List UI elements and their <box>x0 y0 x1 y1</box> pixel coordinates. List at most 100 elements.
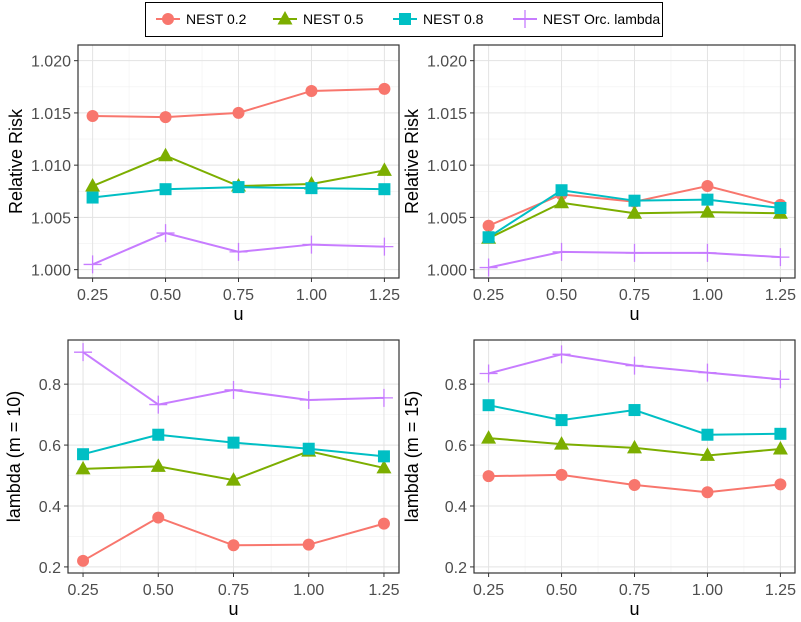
data-point <box>701 486 714 499</box>
series-1 <box>77 511 390 567</box>
data-point <box>152 511 165 524</box>
data-point <box>481 430 497 444</box>
y-tick-label: 0.8 <box>445 377 467 394</box>
data-point <box>774 478 787 491</box>
data-point <box>232 106 245 119</box>
data-point <box>479 364 498 383</box>
y-tick-label: 0.4 <box>39 499 61 516</box>
series-4 <box>74 343 393 414</box>
data-point <box>302 442 315 455</box>
data-point <box>74 343 93 362</box>
legend-label: NEST 0.2 <box>186 11 247 27</box>
data-point <box>375 237 394 256</box>
x-axis-label: u <box>629 304 639 324</box>
chart-panel-1: 0.25 0.50 0.75 1.00 1.25 1.000 1.005 1.010 1.015… <box>6 44 400 324</box>
x-axis-label: u <box>233 304 243 324</box>
x-tick-label: 0.25 <box>473 287 504 304</box>
data-point <box>86 191 99 204</box>
y-tick-label: 1.005 <box>427 210 467 227</box>
x-tick-label: 0.25 <box>67 582 98 599</box>
data-point <box>376 162 392 176</box>
data-point <box>699 204 715 218</box>
legend-key-marker <box>277 11 293 25</box>
data-point <box>83 255 102 274</box>
data-point <box>86 110 99 123</box>
data-point <box>698 363 717 382</box>
y-axis-label: lambda (m = 15) <box>402 391 422 523</box>
data-point <box>552 345 571 364</box>
y-tick-label: 0.8 <box>39 377 61 394</box>
data-point <box>302 538 315 551</box>
x-tick-label: 1.25 <box>368 582 399 599</box>
y-tick-label: 1.020 <box>427 54 467 71</box>
y-tick-label: 1.010 <box>31 158 71 175</box>
legend-items: NEST 0.2 NEST 0.5 NEST 0.8 NEST Orc. lambda <box>156 10 660 28</box>
series-1 <box>482 468 787 499</box>
data-point <box>305 84 318 97</box>
x-tick-label: 1.00 <box>296 287 327 304</box>
y-tick-label: 1.000 <box>427 263 467 280</box>
y-tick-label: 0.6 <box>445 438 467 455</box>
y-tick-label: 1.000 <box>31 263 71 280</box>
data-point <box>85 178 101 192</box>
data-point <box>482 470 495 483</box>
x-tick-label: 1.00 <box>692 287 723 304</box>
x-tick-label: 1.25 <box>765 287 796 304</box>
series-3 <box>77 428 390 463</box>
data-point <box>227 539 240 552</box>
data-point <box>701 193 714 206</box>
y-axis-label: Relative Risk <box>6 108 26 214</box>
x-tick-label: 0.75 <box>619 287 650 304</box>
legend-key-marker <box>516 10 534 28</box>
data-point <box>232 181 245 194</box>
x-tick-label: 0.25 <box>77 287 108 304</box>
data-point <box>625 243 644 262</box>
y-tick-label: 0.2 <box>445 560 467 577</box>
x-tick-label: 0.25 <box>473 582 504 599</box>
data-point <box>628 404 641 417</box>
x-tick-label: 1.00 <box>293 582 324 599</box>
data-point <box>226 472 241 486</box>
data-point <box>698 243 717 262</box>
x-tick-label: 1.00 <box>692 582 723 599</box>
data-point <box>378 183 391 196</box>
data-point <box>150 458 166 472</box>
legend-entry: NEST 0.5 <box>273 11 364 27</box>
series-4 <box>479 345 790 389</box>
series-3 <box>482 399 787 441</box>
data-point <box>152 428 165 441</box>
x-axis-label: u <box>228 599 238 619</box>
chart-panel-2: 0.25 0.50 0.75 1.00 1.25 1.000 1.005 1.010 1.015… <box>402 44 796 324</box>
y-tick-label: 0.2 <box>39 560 61 577</box>
data-point <box>555 468 568 481</box>
x-tick-label: 0.50 <box>546 582 577 599</box>
data-point <box>159 183 172 196</box>
data-point <box>627 205 642 219</box>
data-point <box>482 399 495 412</box>
data-point <box>554 194 570 209</box>
data-point <box>229 242 248 261</box>
data-point <box>305 182 318 195</box>
x-tick-label: 1.25 <box>765 582 796 599</box>
x-axis-label: u <box>629 599 639 619</box>
x-tick-label: 1.25 <box>369 287 400 304</box>
data-point <box>224 380 243 399</box>
x-tick-label: 0.75 <box>619 582 650 599</box>
data-point <box>158 147 174 162</box>
y-axis-label: lambda (m = 10) <box>4 391 24 523</box>
x-tick-label: 0.50 <box>143 582 174 599</box>
data-point <box>625 356 644 375</box>
data-point <box>159 111 172 124</box>
series-3 <box>482 184 787 244</box>
x-tick-label: 0.75 <box>218 582 249 599</box>
data-point <box>299 391 318 410</box>
data-point <box>479 258 498 277</box>
chart-panel-4: 0.25 0.50 0.75 1.00 1.25 0.2 0.4 0.6 0.8 u lambda … <box>402 339 796 619</box>
data-point <box>75 460 91 475</box>
legend-label: NEST Orc. lambda <box>543 11 660 27</box>
y-tick-label: 1.020 <box>31 54 71 71</box>
data-point <box>701 428 714 441</box>
x-tick-label: 0.50 <box>150 287 181 304</box>
data-point <box>628 194 641 207</box>
data-point <box>771 370 790 389</box>
